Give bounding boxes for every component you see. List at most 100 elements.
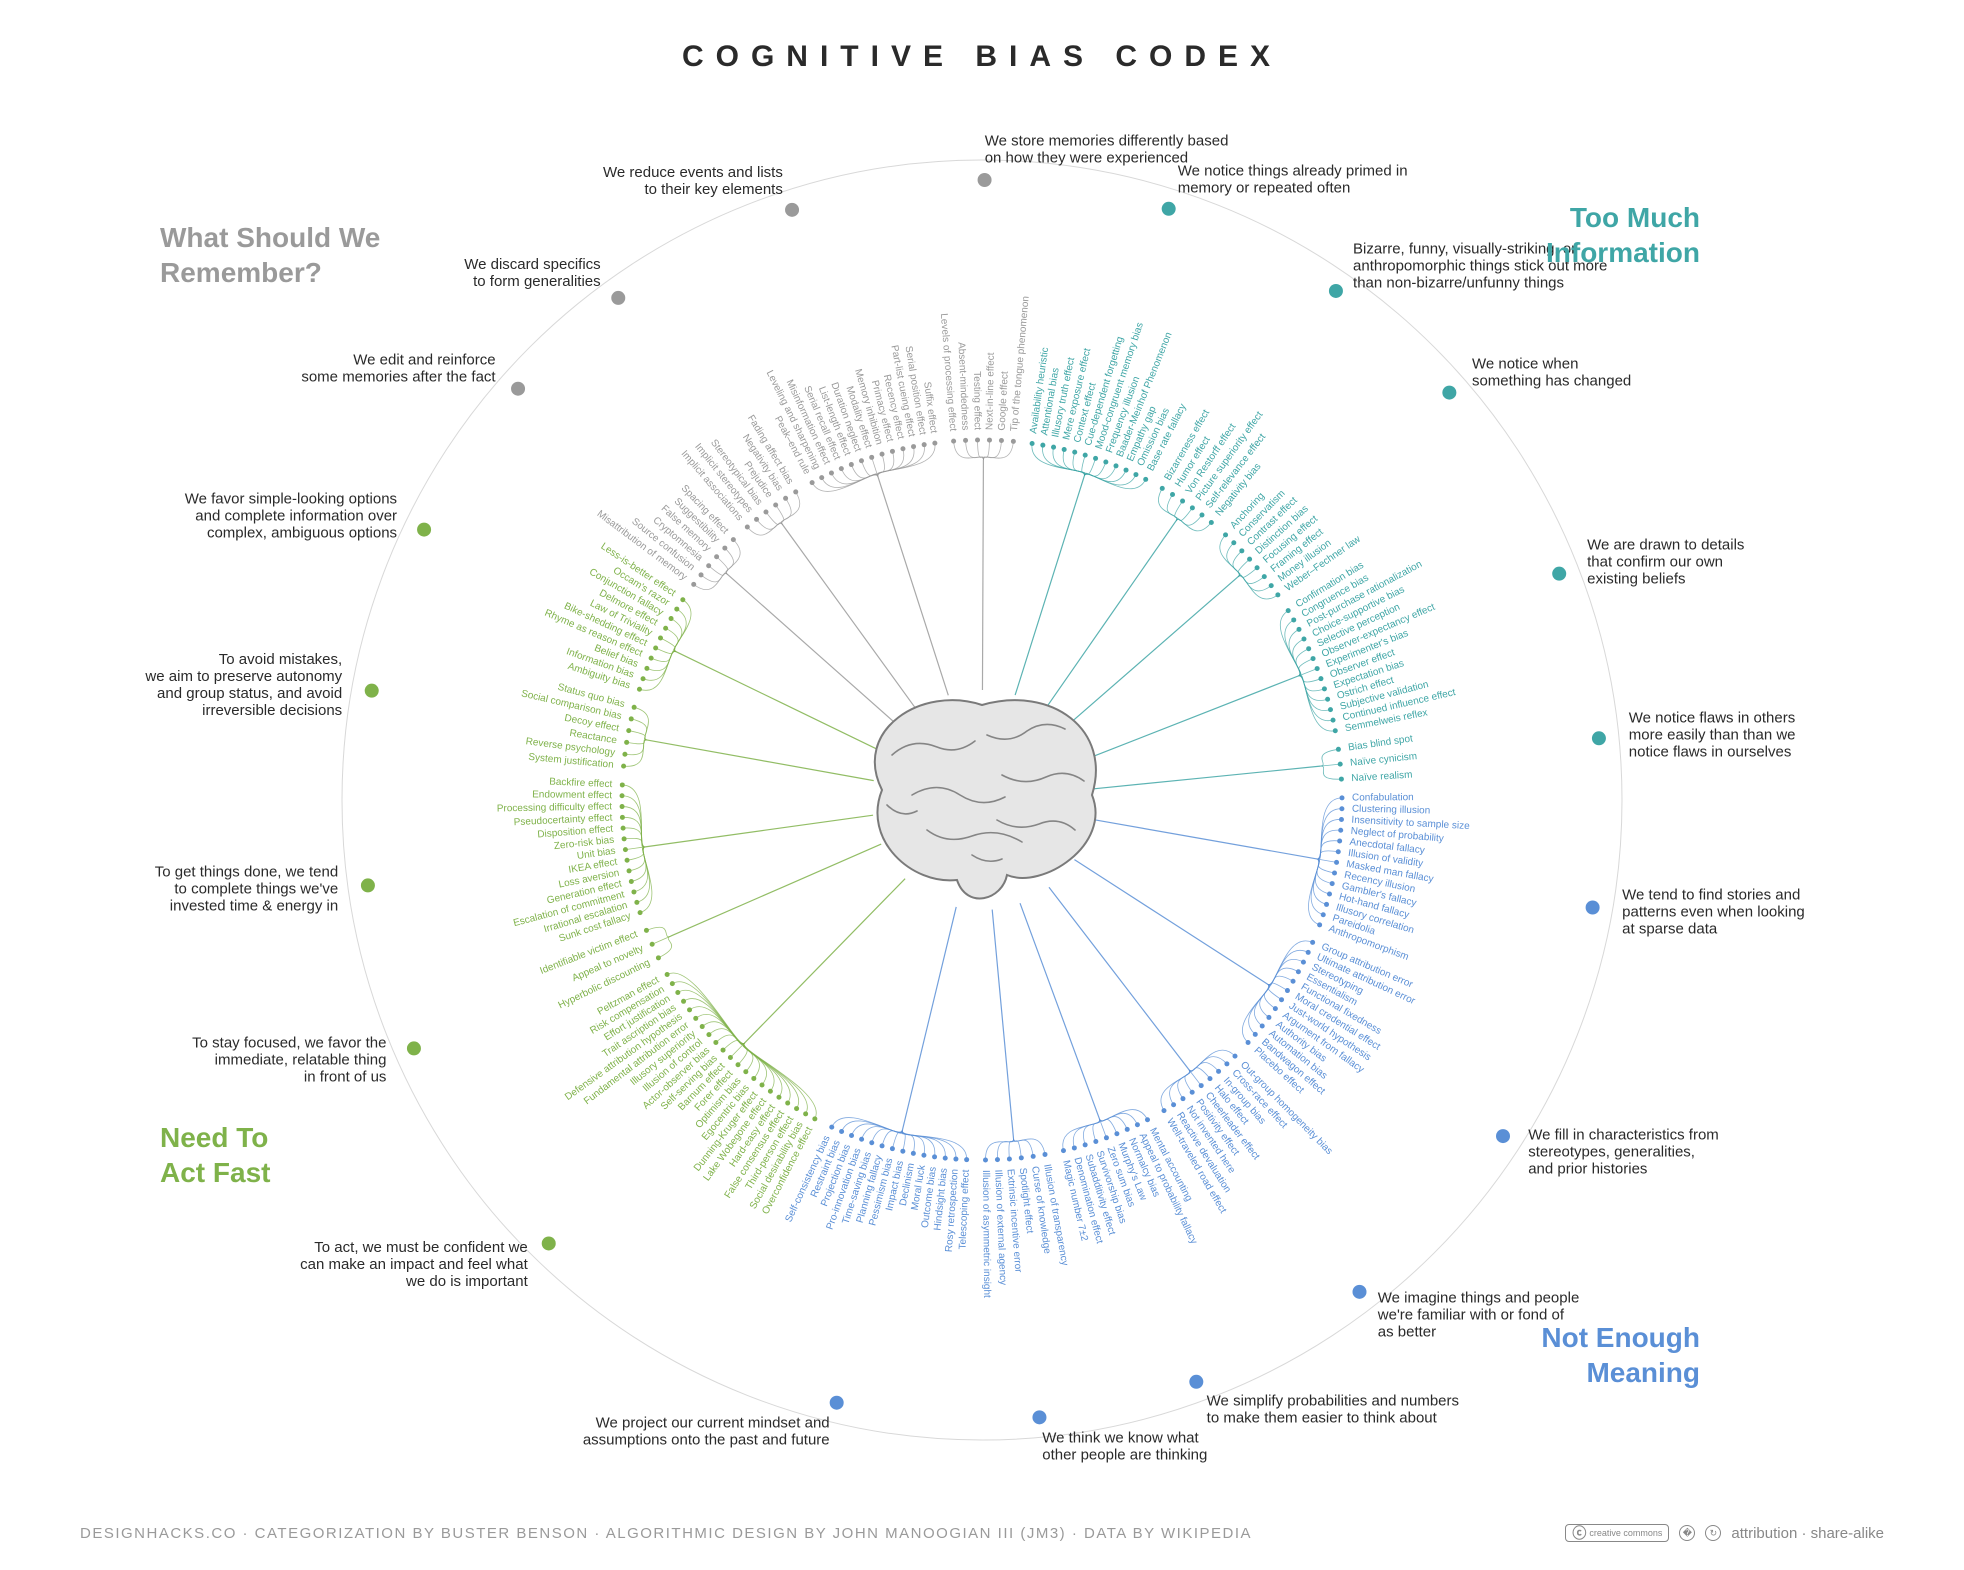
bias-dot	[1324, 902, 1329, 907]
bias-dot	[1114, 1131, 1119, 1136]
bias-dot	[634, 900, 639, 905]
bias-dot	[627, 868, 632, 873]
branch	[1084, 466, 1116, 479]
footer-credits: DESIGNHACKS.CO · CATEGORIZATION BY BUSTE…	[80, 1525, 1252, 1542]
group-dot	[407, 1041, 421, 1055]
group-dot	[830, 1396, 844, 1410]
group-dot	[785, 203, 799, 217]
bias-dot	[1317, 922, 1322, 927]
footer-license: ⓒ creative commons � ↻ attribution · sha…	[1565, 1524, 1884, 1542]
bias-dot	[1327, 892, 1332, 897]
bias-dot	[1338, 762, 1343, 767]
bias-dot	[675, 990, 680, 995]
bias-dot	[1330, 881, 1335, 886]
bias-dot	[964, 1157, 969, 1162]
bias-dot	[794, 1106, 799, 1111]
cc-icon: ⓒ creative commons	[1565, 1524, 1669, 1542]
bias-dot	[1239, 548, 1244, 553]
bias-dot	[622, 752, 627, 757]
bias-dot	[869, 455, 874, 460]
bias-dot	[1332, 871, 1337, 876]
branch	[1293, 639, 1304, 676]
bias-dot	[1339, 817, 1344, 822]
branch	[1100, 1113, 1138, 1124]
group-label: We discard specificsto form generalities	[464, 256, 600, 290]
footer: DESIGNHACKS.CO · CATEGORIZATION BY BUSTE…	[80, 1524, 1884, 1542]
bias-dot	[1062, 447, 1067, 452]
bias-dot	[1328, 707, 1333, 712]
bias-dot	[783, 496, 788, 501]
bias-dot	[620, 782, 625, 787]
bias-dot	[932, 1154, 937, 1159]
bias-label: Naïve cynicism	[1350, 751, 1418, 769]
bias-dot	[1331, 718, 1336, 723]
bias-dot	[1285, 988, 1290, 993]
bias-dot	[1311, 656, 1316, 661]
branch	[1299, 676, 1336, 731]
bias-dot	[1030, 441, 1035, 446]
bias-dot	[745, 525, 750, 530]
bias-dot	[674, 607, 679, 612]
branch	[1189, 1070, 1201, 1086]
bias-dot	[621, 764, 626, 769]
bias-dot	[773, 502, 778, 507]
bias-dot	[1269, 583, 1274, 588]
branch	[1320, 766, 1341, 779]
bias-dot	[1125, 1127, 1130, 1132]
bias-dot	[1190, 505, 1195, 510]
bias-dot	[900, 446, 905, 451]
bias-dot	[1338, 828, 1343, 833]
branch	[983, 441, 1013, 460]
branch	[1014, 1139, 1022, 1158]
group-label: We tend to find stories andpatterns even…	[1622, 887, 1805, 938]
bias-dot	[922, 442, 927, 447]
bias-dot	[932, 441, 937, 446]
branch	[656, 648, 676, 654]
bias-dot	[691, 582, 696, 587]
branch	[627, 740, 648, 744]
bias-dot	[880, 452, 885, 457]
branch	[646, 927, 670, 937]
group-label: We are drawn to detailsthat confirm our …	[1587, 537, 1744, 588]
sa-icon: ↻	[1705, 1525, 1721, 1541]
bias-dot	[1093, 1139, 1098, 1144]
bias-dot	[1216, 1069, 1221, 1074]
bias-label: Processing difficulty effect	[497, 801, 613, 814]
group-label: We fill in characteristics fromstereotyp…	[1528, 1126, 1719, 1177]
bias-dot	[623, 847, 628, 852]
bias-dot	[1114, 463, 1119, 468]
bias-dot	[963, 438, 968, 443]
bias-dot	[1019, 1155, 1024, 1160]
branch	[1189, 1068, 1210, 1079]
bias-dot	[849, 1133, 854, 1138]
bias-dot	[1133, 472, 1138, 477]
bias-dot	[859, 1137, 864, 1142]
bias-dot	[629, 879, 634, 884]
bias-dot	[1337, 839, 1342, 844]
bias-dot	[1321, 912, 1326, 917]
branch	[1233, 551, 1242, 577]
group-label: We edit and reinforcesome memories after…	[301, 351, 496, 385]
bias-dot	[1223, 532, 1228, 537]
group-dot	[417, 523, 431, 537]
bias-dot	[665, 972, 670, 977]
group-dot	[1162, 202, 1176, 216]
group-dot	[542, 1236, 556, 1250]
bias-dot	[663, 626, 668, 631]
group-dot	[978, 173, 992, 187]
bias-dot	[1040, 443, 1045, 448]
quadrant-label-need-act-fast: Need ToAct Fast	[160, 1120, 270, 1190]
bias-dot	[768, 1089, 773, 1094]
bias-dot	[650, 942, 655, 947]
codex-root: COGNITIVE BIAS CODEX Availability heuris…	[0, 0, 1964, 1570]
bias-dot	[987, 438, 992, 443]
group-dot	[1329, 284, 1343, 298]
branch	[1268, 983, 1288, 991]
bias-dot	[1306, 646, 1311, 651]
bias-dot	[713, 1040, 718, 1045]
bias-label: Naïve realism	[1351, 770, 1413, 785]
bias-dot	[1336, 849, 1341, 854]
group-label: To avoid mistakes,we aim to preserve aut…	[144, 651, 342, 719]
bias-dot	[995, 1157, 1000, 1162]
bias-label: Illusion of asymmetric insight	[980, 1170, 992, 1298]
